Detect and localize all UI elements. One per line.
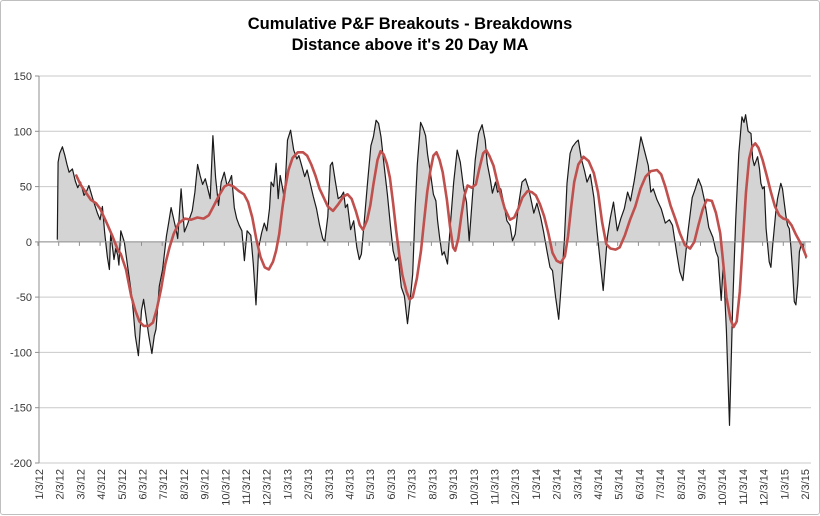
- svg-text:11/3/13: 11/3/13: [490, 469, 502, 505]
- svg-text:100: 100: [14, 126, 32, 138]
- svg-text:7/3/13: 7/3/13: [407, 469, 419, 500]
- svg-text:9/3/14: 9/3/14: [697, 469, 709, 500]
- svg-text:6/3/13: 6/3/13: [386, 469, 398, 500]
- y-tick-labels: 150 100 50 0 -50 -100 -150 -200: [10, 71, 32, 470]
- svg-text:5/3/14: 5/3/14: [614, 469, 626, 500]
- ma-line-series: [75, 142, 808, 329]
- svg-text:-50: -50: [16, 292, 32, 304]
- svg-text:12/3/13: 12/3/13: [510, 469, 522, 506]
- svg-text:2/3/13: 2/3/13: [303, 469, 315, 500]
- y-axis: [35, 75, 40, 464]
- chart-title-line2: Distance above it's 20 Day MA: [291, 36, 529, 54]
- svg-text:-150: -150: [10, 403, 32, 415]
- svg-text:9/3/12: 9/3/12: [200, 469, 212, 500]
- area-series: [56, 114, 807, 426]
- svg-text:1/3/13: 1/3/13: [282, 469, 294, 500]
- svg-text:6/3/12: 6/3/12: [138, 469, 150, 500]
- chart-title-line1: Cumulative P&F Breakouts - Breakdowns: [247, 15, 573, 33]
- svg-text:2/3/12: 2/3/12: [55, 469, 67, 500]
- svg-text:6/3/14: 6/3/14: [634, 469, 646, 500]
- svg-text:7/3/14: 7/3/14: [655, 469, 667, 500]
- svg-text:4/3/12: 4/3/12: [96, 469, 108, 500]
- svg-text:1/3/12: 1/3/12: [34, 469, 46, 500]
- svg-text:5/3/13: 5/3/13: [365, 469, 377, 500]
- svg-text:11/3/12: 11/3/12: [241, 469, 253, 505]
- chart-title: Cumulative P&F Breakouts - Breakdowns Di…: [1, 14, 819, 56]
- svg-text:7/3/12: 7/3/12: [158, 469, 170, 500]
- svg-text:8/3/12: 8/3/12: [179, 469, 191, 500]
- svg-text:0: 0: [26, 237, 32, 249]
- svg-text:8/3/14: 8/3/14: [676, 469, 688, 500]
- svg-text:1/3/15: 1/3/15: [779, 469, 791, 500]
- svg-text:5/3/12: 5/3/12: [117, 469, 129, 500]
- svg-text:50: 50: [20, 182, 32, 194]
- gridlines: [39, 75, 811, 464]
- svg-text:2/3/15: 2/3/15: [800, 469, 812, 500]
- svg-text:4/3/14: 4/3/14: [593, 469, 605, 500]
- svg-text:3/3/13: 3/3/13: [324, 469, 336, 500]
- svg-text:-200: -200: [10, 458, 32, 470]
- svg-text:11/3/14: 11/3/14: [738, 469, 750, 505]
- svg-text:3/3/12: 3/3/12: [75, 469, 87, 500]
- svg-text:10/3/14: 10/3/14: [717, 469, 729, 506]
- svg-text:1/3/14: 1/3/14: [531, 469, 543, 500]
- svg-text:-100: -100: [10, 347, 32, 359]
- x-tick-labels: 1/3/12 2/3/12 3/3/12 4/3/12 5/3/12 6/3/12 7/3/…: [34, 469, 812, 506]
- svg-text:8/3/13: 8/3/13: [427, 469, 439, 500]
- svg-text:10/3/12: 10/3/12: [220, 469, 232, 506]
- svg-text:12/3/12: 12/3/12: [262, 469, 274, 506]
- svg-text:12/3/14: 12/3/14: [759, 469, 771, 506]
- svg-text:10/3/13: 10/3/13: [469, 469, 481, 506]
- svg-text:3/3/14: 3/3/14: [572, 469, 584, 500]
- svg-text:4/3/13: 4/3/13: [345, 469, 357, 500]
- svg-text:9/3/13: 9/3/13: [448, 469, 460, 500]
- svg-text:150: 150: [14, 71, 32, 83]
- svg-text:2/3/14: 2/3/14: [552, 469, 564, 500]
